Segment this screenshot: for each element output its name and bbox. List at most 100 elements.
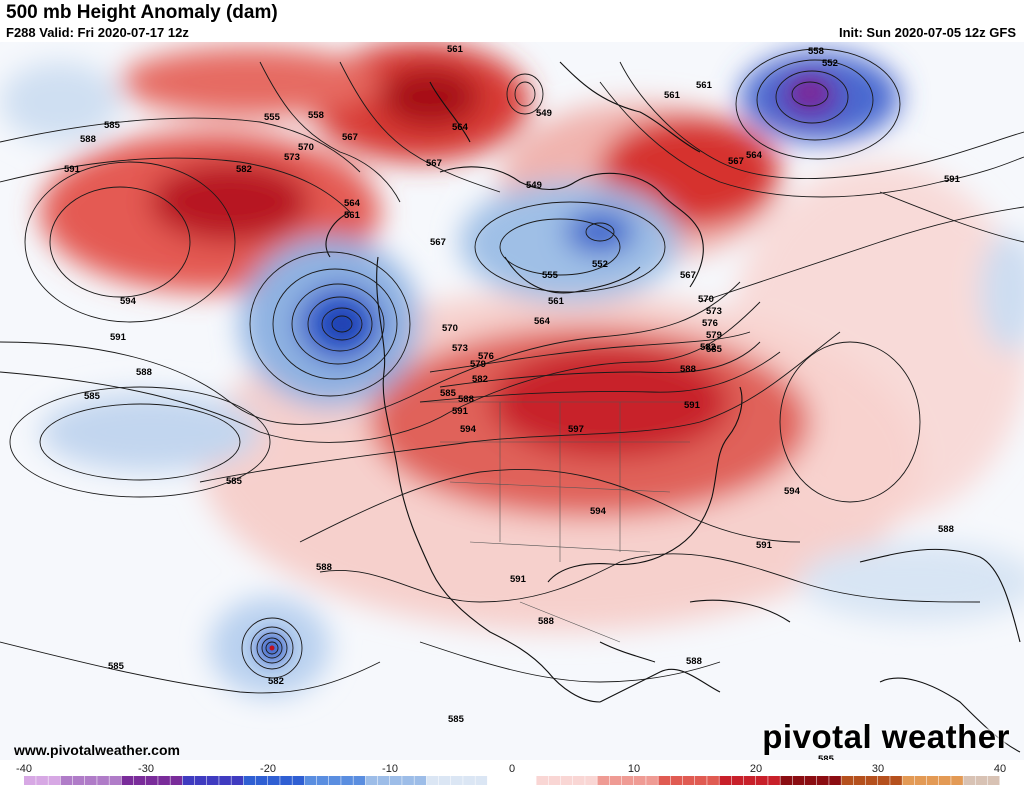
colorbar-swatch: [634, 776, 646, 785]
svg-text:585: 585: [706, 344, 723, 355]
colorbar-swatch: [939, 776, 951, 785]
svg-text:594: 594: [784, 486, 801, 497]
svg-text:585: 585: [84, 391, 101, 402]
colorbar-swatch: [670, 776, 683, 785]
colorbar-swatch: [316, 776, 329, 785]
colorbar-swatch: [194, 776, 207, 785]
colorbar-swatch: [841, 776, 854, 785]
colorbar-swatch: [207, 776, 219, 785]
svg-text:561: 561: [447, 44, 464, 55]
colorbar-swatch: [60, 776, 73, 785]
svg-text:588: 588: [938, 524, 954, 535]
colorbar-swatch: [743, 776, 756, 785]
colorbar: -40 -30 -20 -10 0 10 20 30 40: [14, 761, 1010, 791]
svg-text:588: 588: [538, 616, 554, 627]
colorbar-swatch: [341, 776, 353, 785]
svg-text:585: 585: [448, 714, 465, 725]
anomaly-map[interactable]: 561 558 552 555 558 564 567 570 573 582 …: [0, 42, 1024, 760]
svg-text:561: 561: [696, 80, 713, 91]
colorbar-swatch: [829, 776, 841, 785]
colorbar-swatch: [902, 776, 915, 785]
svg-text:585: 585: [440, 388, 457, 399]
colorbar-swatch: [658, 776, 671, 785]
svg-text:597: 597: [568, 424, 584, 435]
colorbar-swatch: [890, 776, 902, 785]
svg-text:591: 591: [64, 164, 81, 175]
colorbar-tick-label: -20: [260, 763, 276, 775]
header: 500 mb Height Anomaly (dam) F288 Valid: …: [0, 0, 1024, 42]
svg-text:591: 591: [756, 540, 773, 551]
svg-text:549: 549: [526, 180, 542, 191]
colorbar-swatch: [451, 776, 463, 785]
svg-text:585: 585: [226, 476, 243, 487]
contour-labels: 561 558 552 555 558 564 567 570 573 582 …: [64, 44, 961, 760]
colorbar-swatch: [731, 776, 744, 785]
svg-text:591: 591: [944, 174, 961, 185]
svg-text:594: 594: [120, 296, 137, 307]
colorbar-swatch: [377, 776, 390, 785]
colorbar-tick-label: -10: [382, 763, 398, 775]
colorbar-swatch: [560, 776, 573, 785]
svg-text:564: 564: [534, 316, 551, 327]
svg-text:585: 585: [104, 120, 121, 131]
colorbar-swatch: [268, 776, 280, 785]
svg-text:564: 564: [344, 198, 361, 209]
colorbar-swatch: [243, 776, 256, 785]
low-center-marker: [269, 645, 275, 651]
colorbar-swatch: [609, 776, 622, 785]
colorbar-swatch: [524, 776, 536, 785]
colorbar-swatch: [329, 776, 341, 785]
colorbar-swatch: [792, 776, 805, 785]
svg-text:564: 564: [746, 150, 763, 161]
colorbar-swatch: [390, 776, 402, 785]
colorbar-swatch: [475, 776, 488, 785]
svg-text:549: 549: [536, 108, 552, 119]
colorbar-swatch: [158, 776, 170, 785]
colorbar-swatch: [231, 776, 244, 785]
website-url[interactable]: www.pivotalweather.com: [14, 742, 180, 758]
colorbar-swatch: [365, 776, 378, 785]
svg-text:570: 570: [298, 142, 314, 153]
svg-text:552: 552: [592, 259, 608, 270]
colorbar-swatch: [438, 776, 451, 785]
svg-text:591: 591: [510, 574, 527, 585]
colorbar-swatch: [695, 776, 707, 785]
colorbar-tick-label: 30: [872, 763, 884, 775]
svg-text:561: 561: [548, 296, 565, 307]
colorbar-tick-label: -40: [16, 763, 32, 775]
svg-text:582: 582: [236, 164, 252, 175]
svg-text:576: 576: [478, 351, 494, 362]
svg-text:576: 576: [702, 318, 718, 329]
colorbar-swatch: [304, 776, 317, 785]
svg-text:561: 561: [664, 90, 681, 101]
colorbar-tick-label: 10: [628, 763, 640, 775]
colorbar-swatch: [402, 776, 414, 785]
svg-text:573: 573: [452, 343, 468, 354]
svg-text:585: 585: [818, 754, 835, 760]
colorbar-tick-label: 20: [750, 763, 762, 775]
colorbar-swatch: [48, 776, 61, 785]
svg-text:579: 579: [706, 330, 722, 341]
svg-text:555: 555: [542, 270, 559, 281]
svg-text:573: 573: [706, 306, 722, 317]
svg-text:588: 588: [316, 562, 332, 573]
colorbar-swatch: [219, 776, 231, 785]
colorbar-swatch: [756, 776, 768, 785]
colorbar-swatch: [585, 776, 597, 785]
colorbar-swatch: [182, 776, 195, 785]
svg-text:573: 573: [284, 152, 300, 163]
colorbar-swatch: [280, 776, 292, 785]
colorbar-swatch: [121, 776, 134, 785]
svg-text:582: 582: [472, 374, 488, 385]
colorbar-swatch: [914, 776, 927, 785]
colorbar-swatch: [987, 776, 1000, 785]
svg-text:570: 570: [698, 294, 714, 305]
svg-text:555: 555: [264, 112, 281, 123]
map-canvas: 561 558 552 555 558 564 567 570 573 582 …: [0, 42, 1024, 760]
svg-text:567: 567: [342, 132, 358, 143]
colorbar-swatch: [719, 776, 732, 785]
brand-logo: pivotal weather: [762, 718, 1010, 755]
colorbar-swatch: [853, 776, 866, 785]
colorbar-swatch: [926, 776, 939, 785]
svg-text:594: 594: [590, 506, 607, 517]
